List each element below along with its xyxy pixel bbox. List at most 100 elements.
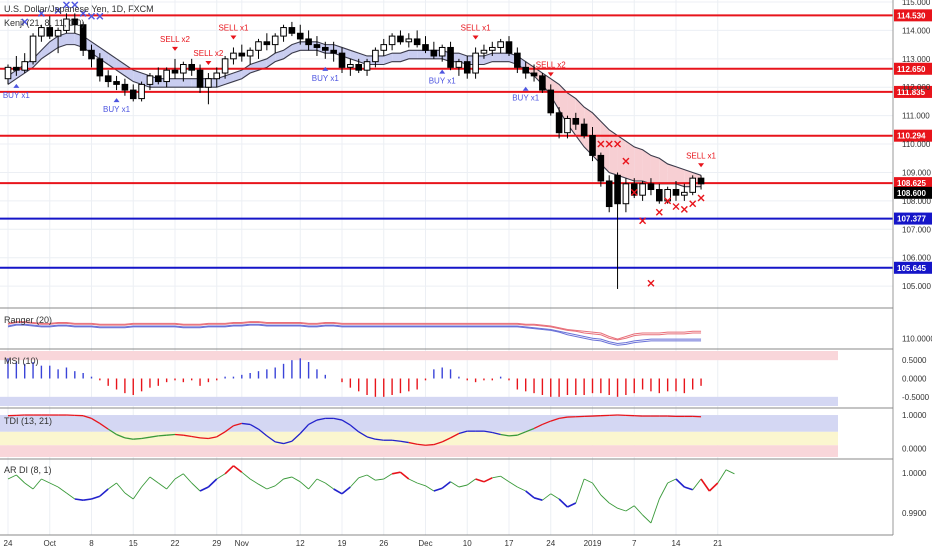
candle-body — [456, 62, 462, 68]
ardi-tick-label: 1.0000 — [902, 469, 927, 478]
ardi-line-segment — [142, 477, 150, 487]
ardi-line-segment — [634, 506, 642, 515]
candle-body — [464, 62, 470, 73]
candle-body — [515, 53, 521, 67]
ardi-line-segment — [718, 470, 726, 483]
buy-signal-label: BUY x1 — [512, 94, 540, 103]
ardi-line-segment — [584, 479, 592, 483]
ardi-line-segment — [334, 489, 342, 494]
candle-body — [164, 70, 170, 81]
ardi-line-segment — [684, 487, 692, 490]
ardi-line-segment — [676, 479, 684, 487]
ardi-line-segment — [309, 479, 317, 489]
ardi-line-segment — [175, 474, 183, 479]
ardi-line-segment — [66, 493, 74, 499]
candle-body — [289, 28, 295, 34]
ardi-line-segment — [259, 484, 267, 489]
ardi-line-segment — [225, 466, 233, 474]
ardi-line-segment — [668, 479, 676, 483]
candle-body — [147, 76, 153, 85]
ardi-line-segment — [392, 472, 400, 474]
candle-body — [490, 47, 496, 50]
sell-arrow-icon — [698, 163, 704, 167]
candle-body — [214, 73, 220, 79]
ardi-line-segment — [108, 483, 116, 489]
ardi-line-segment — [92, 496, 100, 499]
buy-arrow-icon — [439, 70, 445, 74]
ardi-line-segment — [442, 482, 450, 488]
candle-body — [314, 45, 320, 48]
msi-upper-zone — [0, 351, 838, 360]
candle-body — [139, 84, 145, 98]
x-tick-label: 22 — [171, 539, 180, 548]
candle-body — [256, 42, 262, 51]
candle-body — [598, 155, 604, 181]
candle-body — [331, 50, 337, 53]
sell-arrow-icon — [548, 72, 554, 76]
x-tick-label: Nov — [235, 539, 249, 548]
candle-body — [573, 118, 579, 124]
candle-body — [565, 118, 571, 132]
tdi-line-segment — [158, 435, 166, 436]
y-tick-label: 114.000 — [902, 26, 931, 35]
ardi-line-segment — [417, 483, 425, 486]
candle-body — [406, 39, 412, 42]
y-tick-label: 111.000 — [902, 112, 930, 121]
ardi-line-segment — [317, 479, 325, 483]
ardi-line-segment — [651, 499, 659, 523]
ardi-line-segment — [409, 479, 417, 483]
ardi-line-segment — [426, 486, 434, 491]
candle-body — [348, 65, 354, 68]
x-tick-label: 2019 — [584, 539, 602, 548]
candle-body — [122, 84, 128, 90]
band-fill-segment — [175, 79, 183, 88]
band-fill-segment — [284, 45, 292, 59]
ardi-line-segment — [384, 474, 392, 479]
candle-body — [481, 50, 487, 53]
ardi-line-segment — [618, 508, 626, 511]
candle-body — [673, 190, 679, 196]
y-tick-label: 112.000 — [902, 83, 931, 92]
band-fill-segment — [634, 147, 642, 181]
ardi-line-segment — [609, 503, 617, 508]
buy-signal-label: BUY x1 — [312, 74, 340, 83]
band-fill-segment — [267, 53, 275, 67]
candle-body — [239, 53, 245, 56]
candle-body — [323, 47, 329, 50]
y-tick-label: 105.000 — [902, 282, 931, 291]
ardi-line-segment — [125, 493, 133, 499]
candle-body — [105, 76, 111, 82]
ardi-line-segment — [367, 475, 375, 480]
candle-body — [506, 42, 512, 53]
ardi-pane — [8, 466, 734, 523]
candle-body — [264, 42, 270, 45]
x-tick-label: 19 — [338, 539, 347, 548]
ardi-line-segment — [158, 483, 166, 489]
sell-signal-label: SELL x2 — [536, 60, 566, 69]
price-level-label: 105.645 — [897, 264, 926, 273]
band-fill-segment — [66, 33, 74, 44]
ardi-tick-label: 0.9900 — [902, 509, 927, 518]
candle-body — [272, 36, 278, 45]
candle-body — [657, 190, 663, 201]
ardi-line-segment — [517, 487, 525, 491]
candle-body — [531, 73, 537, 76]
x-tick-label: 21 — [713, 539, 722, 548]
ardi-line-segment — [325, 483, 333, 489]
ardi-line-segment — [542, 494, 550, 500]
cross-icon — [681, 206, 687, 212]
ardi-line-segment — [659, 483, 667, 499]
tdi-pane — [0, 415, 838, 457]
cross-icon — [656, 209, 662, 215]
y-tick-label: 113.000 — [902, 55, 931, 64]
ardi-line-segment — [167, 479, 175, 489]
ardi-line-segment — [459, 485, 467, 487]
price-level-label: 112.650 — [897, 65, 926, 74]
ardi-line-segment — [117, 483, 125, 493]
band-fill-segment — [626, 141, 634, 181]
ranger-tick-label: 110.0000 — [902, 334, 932, 343]
tdi-upper-zone — [0, 415, 838, 432]
ranger-red-line — [8, 323, 701, 341]
